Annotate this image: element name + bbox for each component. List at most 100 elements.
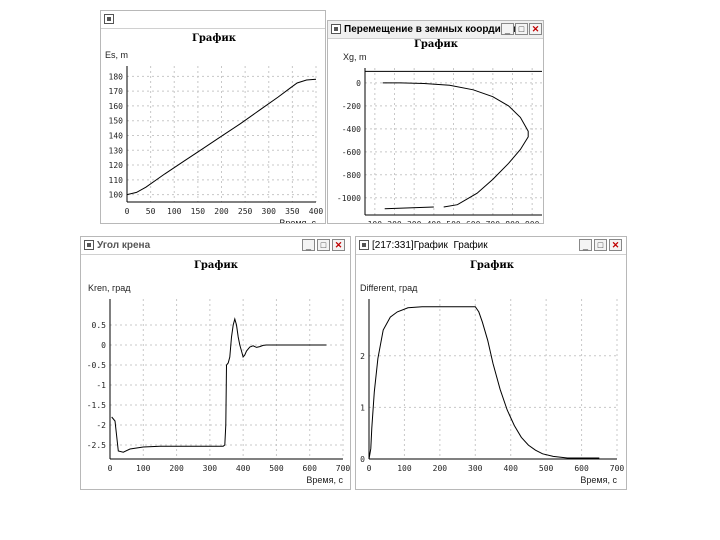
window-different-title: [217:331]График График <box>372 237 488 254</box>
x-tick-label: 500 <box>446 220 461 224</box>
x-tick-label: 200 <box>214 207 229 216</box>
maximize-button[interactable]: □ <box>594 239 607 251</box>
y-tick-label: 110 <box>109 176 124 185</box>
y-tick-label: 130 <box>109 146 124 155</box>
x-tick-label: 800 <box>505 220 520 224</box>
x-tick-label: 300 <box>468 464 483 473</box>
y-tick-label: -200 <box>342 102 361 111</box>
x-tick-label: 500 <box>269 464 284 473</box>
minimize-button[interactable]: _ <box>579 239 592 251</box>
close-button[interactable]: ✕ <box>332 239 345 251</box>
y-tick-label: -1 <box>96 381 106 390</box>
y-tick-label: 1 <box>360 403 365 412</box>
chart-altitude: График 0 50 100 150 200 250 300 350 400 100 110 120 1… <box>105 33 324 224</box>
x-tick-label: 300 <box>407 220 422 224</box>
x-tick-label: 300 <box>203 464 218 473</box>
x-tick-label: 400 <box>236 464 251 473</box>
x-tick-label: 150 <box>191 207 206 216</box>
y-tick-label: -2 <box>96 421 106 430</box>
x-tick-label: 0 <box>125 207 130 216</box>
y-tick-label: -400 <box>342 125 361 134</box>
x-tick-label: 600 <box>574 464 589 473</box>
y-tick-label: 2 <box>360 352 365 361</box>
chart-grid <box>126 66 317 202</box>
y-axis-label: Different, град <box>360 283 418 293</box>
y-tick-label: 160 <box>109 102 124 111</box>
series-line <box>126 78 317 196</box>
y-tick-label: 140 <box>109 131 124 140</box>
x-tick-label: 200 <box>169 464 184 473</box>
minimize-button[interactable]: _ <box>501 23 514 35</box>
y-tick-label: 150 <box>109 117 124 126</box>
x-tick-label: 200 <box>433 464 448 473</box>
minimize-button[interactable]: _ <box>302 239 315 251</box>
y-tick-label: 0 <box>356 79 361 88</box>
chart-ground-displacement: График 100 200 300 400 500 600 700 800 900 0 -200 -4… <box>337 39 542 224</box>
y-tick-label: 180 <box>109 72 124 81</box>
chart-roll-angle: График 0 100 200 300 400 500 600 700 0.5 0 -0.5 -1 -1… <box>87 260 351 485</box>
x-tick-label: 700 <box>486 220 501 224</box>
window-roll-angle-title: Угол крена <box>97 240 151 251</box>
x-tick-label: 300 <box>262 207 277 216</box>
x-tick-label: 250 <box>238 207 253 216</box>
y-tick-label: 0 <box>360 455 365 464</box>
window-altitude-app-icon <box>104 14 114 24</box>
maximize-button[interactable]: □ <box>515 23 528 35</box>
chart-title: График <box>194 260 239 271</box>
chart-title: График <box>470 260 515 271</box>
x-axis-label: Время, с <box>279 218 316 224</box>
x-tick-label: 600 <box>466 220 481 224</box>
window-different-titlebar[interactable]: [217:331]График График _ □ ✕ <box>356 237 626 255</box>
x-tick-label: 100 <box>397 464 412 473</box>
y-axis-label: Xg, m <box>343 52 367 62</box>
y-tick-label: -1000 <box>337 194 361 203</box>
y-tick-label: 0.5 <box>92 321 107 330</box>
x-tick-label: 900 <box>525 220 540 224</box>
window-roll-angle-titlebar[interactable]: Угол крена _ □ ✕ <box>81 237 350 255</box>
x-tick-label: 400 <box>309 207 324 216</box>
x-tick-label: 400 <box>503 464 518 473</box>
x-tick-label: 700 <box>336 464 351 473</box>
chart-grid <box>368 299 618 460</box>
chart-grid <box>365 68 542 215</box>
window-different: [217:331]График График _ □ ✕ График 0 100 2… <box>355 236 627 490</box>
x-tick-label: 500 <box>539 464 554 473</box>
x-axis-label: Время, с <box>580 475 617 485</box>
x-tick-label: 100 <box>167 207 182 216</box>
maximize-button[interactable]: □ <box>317 239 330 251</box>
series-line <box>111 317 327 453</box>
window-different-title-extra: График <box>453 240 488 251</box>
window-roll-angle: Угол крена _ □ ✕ График 0 100 200 300 400 500 6… <box>80 236 351 490</box>
y-tick-label: -0.5 <box>87 361 106 370</box>
x-axis-label: Время, с <box>306 475 343 485</box>
chart-different: График 0 100 200 300 400 500 600 700 2 1 0 Different… <box>360 260 625 485</box>
x-tick-label: 50 <box>146 207 156 216</box>
chart-title: График <box>192 33 237 44</box>
series-line <box>382 82 529 208</box>
y-tick-label: 170 <box>109 87 124 96</box>
window-ground-displacement: Перемещение в земных координатах _ □ ✕ Г… <box>327 20 544 224</box>
y-tick-label: -2.5 <box>87 441 106 450</box>
x-tick-label: 400 <box>427 220 442 224</box>
x-tick-label: 100 <box>136 464 151 473</box>
window-altitude-titlebar[interactable] <box>101 11 325 29</box>
y-tick-label: 0 <box>101 341 106 350</box>
y-tick-label: 120 <box>109 161 124 170</box>
close-button[interactable]: ✕ <box>609 239 622 251</box>
x-tick-label: 600 <box>302 464 317 473</box>
x-tick-label: 100 <box>368 220 383 224</box>
series-line <box>368 306 600 460</box>
close-button[interactable]: ✕ <box>529 23 542 35</box>
window-ground-displacement-titlebar[interactable]: Перемещение в земных координатах _ □ ✕ <box>328 21 543 39</box>
y-tick-label: 100 <box>109 191 124 200</box>
window-ground-displacement-app-icon <box>331 24 341 34</box>
chart-title: График <box>414 39 459 50</box>
y-axis-label: Es, m <box>105 50 128 60</box>
x-tick-label: 700 <box>610 464 625 473</box>
x-tick-label: 0 <box>367 464 372 473</box>
window-different-app-icon <box>359 240 369 250</box>
y-tick-label: -800 <box>342 171 361 180</box>
x-tick-label: 350 <box>285 207 300 216</box>
x-tick-label: 0 <box>108 464 113 473</box>
y-tick-label: -600 <box>342 148 361 157</box>
